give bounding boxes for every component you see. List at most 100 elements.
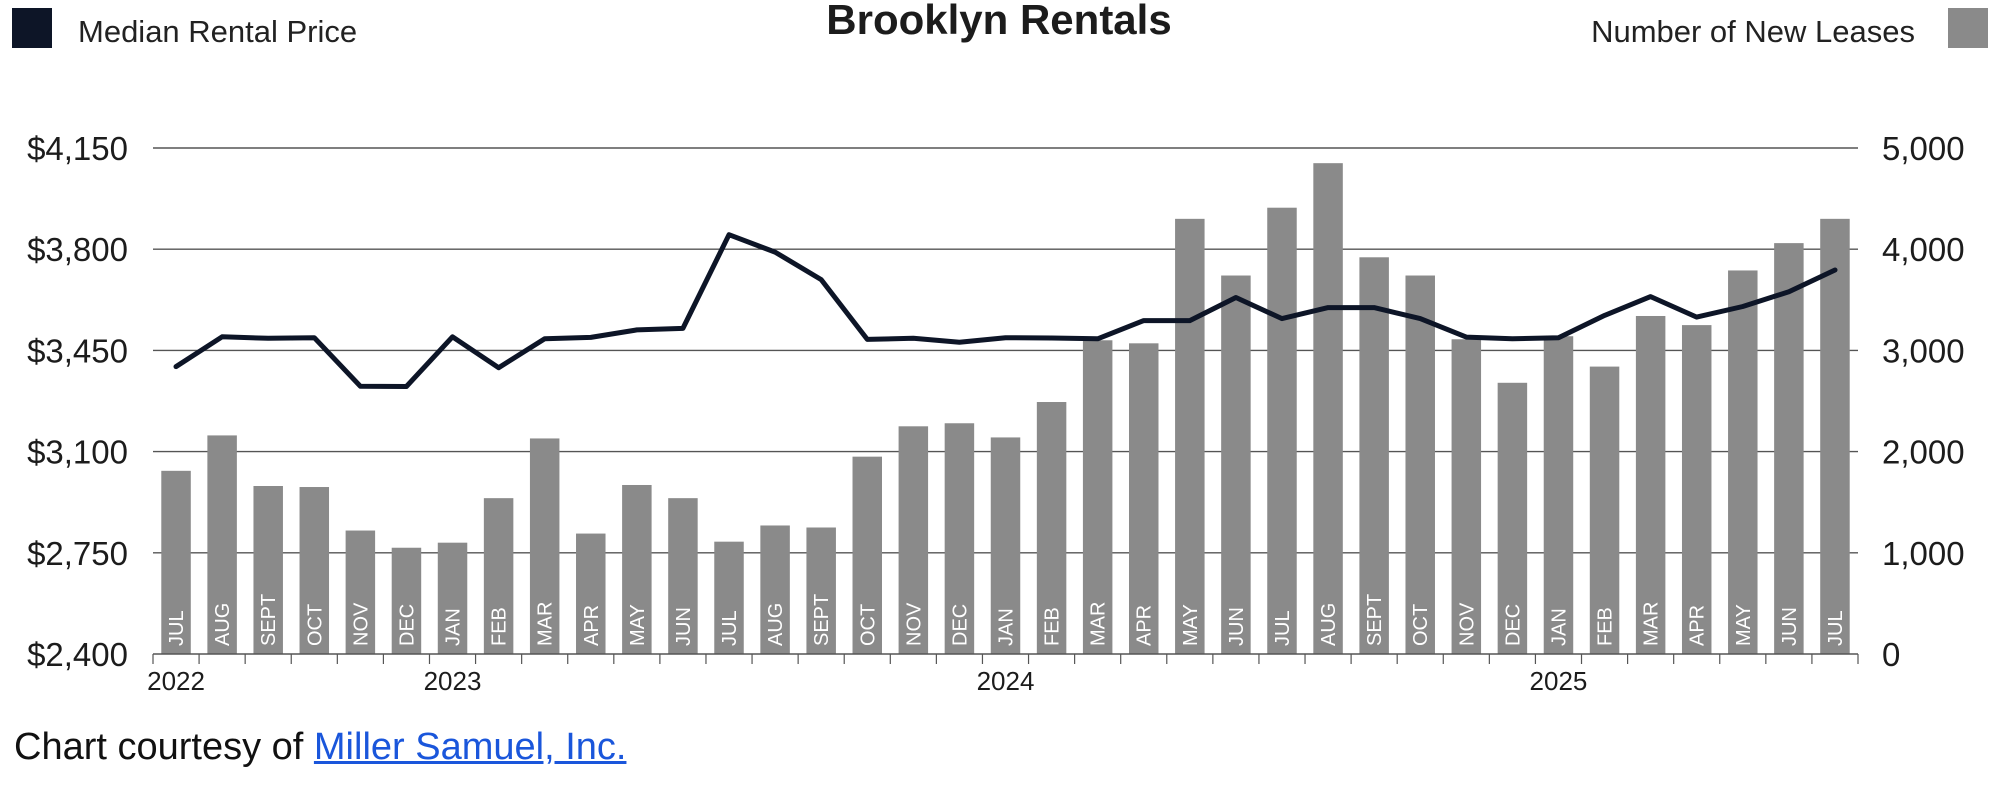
y-right-tick-label: 2,000 (1882, 434, 1965, 471)
lease-bar (1359, 257, 1389, 654)
miller-samuel-link[interactable]: Miller Samuel, Inc. (313, 726, 627, 768)
lease-bar (529, 438, 560, 654)
month-label: MAR (1641, 602, 1663, 646)
year-label: 2024 (977, 666, 1035, 696)
month-label: APR (581, 605, 603, 646)
month-label: MAR (535, 602, 557, 646)
month-label: APR (1134, 605, 1156, 646)
y-left-tick-label: $3,450 (27, 332, 128, 369)
month-label: JUL (1825, 610, 1847, 646)
y-left-tick-label: $2,750 (27, 535, 128, 572)
month-label: JUL (166, 610, 188, 646)
median-price-line (173, 232, 1838, 389)
y-left-tick-label: $2,400 (27, 636, 128, 673)
lease-bar (1221, 275, 1251, 654)
lease-bar (1405, 275, 1435, 654)
y-right-tick-label: 5,000 (1882, 130, 1965, 167)
legend-label-new-leases: Number of New Leases (1591, 14, 1915, 49)
month-label: FEB (1042, 607, 1064, 646)
lease-bar (622, 484, 652, 654)
month-label: OCT (1410, 604, 1432, 646)
y-right-tick-label: 4,000 (1882, 231, 1965, 268)
x-axis: 2022 2023 2024 2025 (147, 653, 1859, 696)
month-label: DEC (396, 604, 418, 646)
legend-swatch-median-price (12, 8, 52, 48)
month-label: JAN (996, 608, 1018, 646)
lease-bar (1128, 343, 1159, 654)
lease-bar (483, 498, 514, 654)
lease-bar (207, 435, 237, 654)
month-label: JUN (673, 607, 695, 646)
lease-bar (576, 533, 606, 654)
lease-bar (391, 547, 422, 654)
median-price-line-path (173, 232, 1838, 389)
y-axis-left: $4,150 $3,800 $3,450 $3,100 $2,750 $2,400 (27, 130, 128, 673)
lease-bar (714, 541, 744, 654)
month-label: JUN (1226, 607, 1248, 646)
lease-bar (668, 498, 698, 654)
year-label: 2023 (424, 666, 482, 696)
credit-prefix: Chart courtesy of (14, 726, 314, 768)
lease-bar (1635, 315, 1666, 654)
month-label: FEB (489, 607, 511, 646)
lease-bars (161, 163, 1850, 655)
month-label: NOV (1456, 602, 1478, 646)
y-right-tick-label: 1,000 (1882, 535, 1965, 572)
month-label: JAN (1548, 608, 1570, 646)
lease-bar (253, 486, 283, 654)
month-label: APR (1687, 605, 1709, 646)
month-label: NOV (350, 602, 372, 646)
lease-bar (1313, 163, 1343, 654)
month-label: JUN (1779, 607, 1801, 646)
month-label: JAN (443, 608, 465, 646)
month-label: SEPT (811, 594, 833, 646)
lease-bar (760, 525, 790, 654)
month-label: JUL (1272, 610, 1294, 646)
month-labels: JUL AUG SEPT OCT NOV DEC JAN FEB MAR APR MAY JUN JUL… (166, 594, 1847, 646)
lease-bar (1589, 366, 1620, 654)
month-label: NOV (903, 602, 925, 646)
lease-bar (161, 470, 191, 654)
y-left-tick-label: $4,150 (27, 130, 128, 167)
y-left-tick-label: $3,800 (27, 231, 128, 268)
month-label: AUG (212, 603, 234, 646)
lease-bar (1267, 207, 1297, 654)
brooklyn-rentals-chart: Median Rental Price Brooklyn Rentals Num… (12, 0, 1988, 696)
lease-bar (1175, 218, 1205, 654)
lease-bar (852, 456, 883, 654)
month-label: OCT (857, 604, 879, 646)
year-label: 2022 (147, 666, 205, 696)
month-label: AUG (1318, 603, 1340, 646)
month-label: MAY (627, 604, 649, 646)
y-right-tick-label: 3,000 (1882, 332, 1965, 369)
lease-bar (437, 542, 468, 654)
month-label: SEPT (258, 594, 280, 646)
legend-label-median-price: Median Rental Price (78, 14, 357, 49)
y-right-tick-label: 0 (1882, 636, 1900, 673)
lease-bar (944, 423, 975, 654)
lease-bar (990, 437, 1021, 654)
lease-bar (898, 426, 929, 654)
month-label: FEB (1595, 607, 1617, 646)
y-left-tick-label: $3,100 (27, 434, 128, 471)
lease-bar (299, 487, 330, 654)
month-label: JUL (719, 610, 741, 646)
month-label: OCT (304, 604, 326, 646)
lease-bar (1774, 243, 1804, 655)
lease-bar (1036, 402, 1067, 654)
lease-bar (1497, 382, 1528, 654)
month-label: DEC (1502, 604, 1524, 646)
y-axis-right: 5,000 4,000 3,000 2,000 1,000 0 (1882, 130, 1965, 673)
lease-bar (1728, 270, 1758, 654)
month-label: DEC (949, 604, 971, 646)
lease-bar (1082, 340, 1113, 654)
month-label: MAY (1180, 604, 1202, 646)
month-label: MAY (1733, 604, 1755, 646)
chart-title: Brooklyn Rentals (826, 0, 1171, 43)
year-label: 2025 (1530, 666, 1588, 696)
month-label: MAR (1088, 602, 1110, 646)
month-label: AUG (765, 603, 787, 646)
lease-bar (1451, 339, 1482, 654)
lease-bar (1543, 336, 1574, 654)
chart-credit: Chart courtesy of Miller Samuel, Inc. (14, 726, 626, 769)
